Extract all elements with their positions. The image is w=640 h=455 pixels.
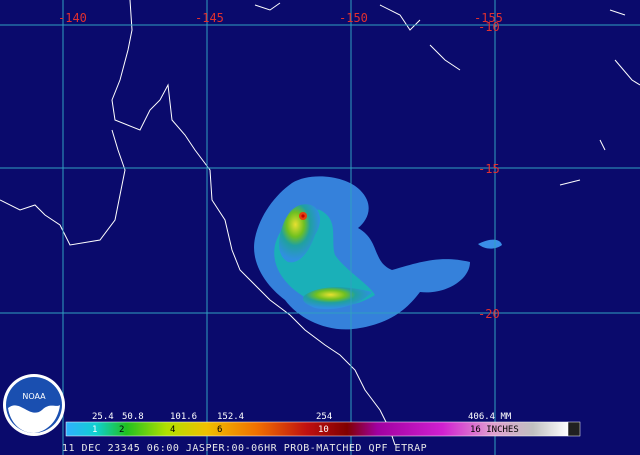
color-scale-end xyxy=(567,421,581,437)
inch-label: 2 xyxy=(119,425,124,435)
inch-label: 6 xyxy=(217,425,222,435)
rain-field xyxy=(254,176,502,330)
lon-label: -155 xyxy=(474,11,503,25)
lat-label: -10 xyxy=(478,20,500,34)
lat-label: -20 xyxy=(478,307,500,321)
lon-label: -140 xyxy=(58,11,87,25)
mm-label: 254 xyxy=(316,412,332,422)
legend: 25.4 50.8 101.6 152.4 254 406.4 MM 1 2 4… xyxy=(65,412,581,437)
mm-label: 50.8 xyxy=(122,412,144,422)
product-caption: 11 DEC 23345 06:00 JASPER:00-06HR PROB-M… xyxy=(62,443,427,454)
mm-label: 101.6 xyxy=(170,412,197,422)
inch-label: 1 xyxy=(92,425,97,435)
inch-label: 16 INCHES xyxy=(470,425,519,435)
inch-label: 10 xyxy=(318,425,329,435)
lon-label: -145 xyxy=(195,11,224,25)
noaa-logo: NOAA xyxy=(3,374,65,436)
mm-label: 152.4 xyxy=(217,412,244,422)
logo-text: NOAA xyxy=(22,392,46,401)
lon-label: -150 xyxy=(339,11,368,25)
mm-label: 25.4 xyxy=(92,412,114,422)
inch-label: 4 xyxy=(170,425,175,435)
mm-label: 406.4 MM xyxy=(468,412,512,422)
lat-label: -15 xyxy=(478,162,500,176)
